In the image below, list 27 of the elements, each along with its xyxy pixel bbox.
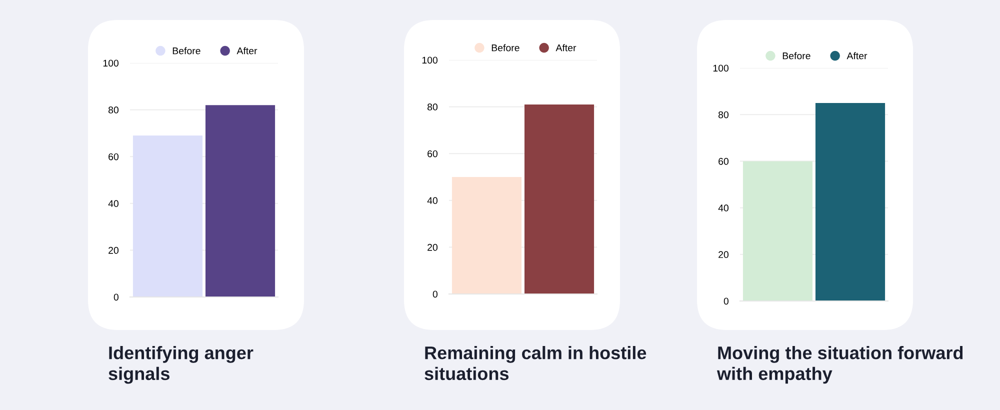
y-tick-label: 0 (724, 298, 729, 305)
y-tick-label: 100 (422, 56, 438, 64)
legend-label: Before (172, 47, 200, 54)
text: Identifying anger signals (108, 346, 254, 384)
y-tick-label: 40 (108, 200, 119, 208)
y-tick-label: 100 (103, 60, 119, 67)
y-tick-label: 0 (432, 290, 438, 298)
text: Moving the situation forward with empathy (716, 346, 963, 384)
y-tick-label: 20 (718, 251, 729, 258)
y-tick-label: 40 (718, 204, 729, 212)
y-tick-label: 60 (428, 150, 438, 158)
y-tick-label: 80 (428, 104, 438, 110)
y-tick-label: 60 (108, 153, 119, 160)
y-tick-label: 20 (108, 246, 119, 254)
legend-label: After (556, 44, 576, 52)
legend-label: Before (492, 44, 520, 52)
y-tick-label: 80 (108, 106, 119, 114)
y-tick-label: 20 (428, 244, 438, 251)
y-tick-label: 0 (114, 294, 119, 301)
legend-label: After (846, 52, 868, 60)
y-tick-label: 80 (718, 111, 729, 118)
legend-label: Before (782, 52, 810, 60)
y-tick-label: 40 (427, 197, 438, 204)
y-tick-label: 100 (713, 64, 729, 72)
legend-label: After (236, 47, 258, 54)
y-tick-label: 60 (718, 158, 729, 165)
text: Remaining calm in hostile situations (424, 346, 646, 380)
